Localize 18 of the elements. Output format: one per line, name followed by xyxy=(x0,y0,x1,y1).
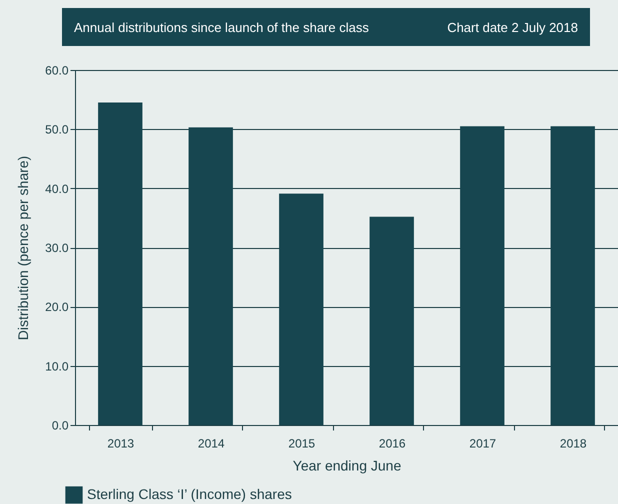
x-tick-label: 2014 xyxy=(198,436,225,450)
y-tick-label: 60.0 xyxy=(45,64,69,78)
x-axis-title: Year ending June xyxy=(292,458,402,474)
x-tick-label: 2018 xyxy=(560,436,587,450)
x-tick-label: 2015 xyxy=(288,436,316,450)
legend-label: Sterling Class ‘I’ (Income) shares xyxy=(87,486,292,502)
x-tick-label: 2017 xyxy=(469,436,496,450)
y-tick-label: 30.0 xyxy=(45,241,69,255)
y-tick-label: 50.0 xyxy=(45,122,69,137)
chart-title: Annual distributions since launch of the share class xyxy=(74,20,369,34)
y-axis-title: Distribution (pence per share) xyxy=(15,156,32,340)
y-tick-label: 0.0 xyxy=(52,418,69,432)
x-tick-label: 2013 xyxy=(107,436,134,450)
y-tick-label: 40.0 xyxy=(45,182,69,196)
y-tick-label: 10.0 xyxy=(45,359,69,374)
chart-subtitle: Chart date 2 July 2018 xyxy=(447,20,578,34)
y-tick-label: 20.0 xyxy=(45,300,69,314)
x-tick-label: 2016 xyxy=(378,436,406,450)
